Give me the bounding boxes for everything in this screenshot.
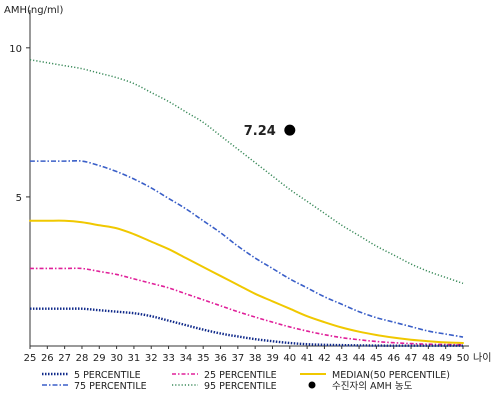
x-tick-label: 39 [266,353,279,364]
axes: AMH(ng/ml) 5 10 25 26 27 28 29 30 31 32 33 34 35 36 37 3… [4,5,491,364]
x-tick-label: 50 [457,353,470,364]
x-tick-label: 26 [41,353,54,364]
x-tick-label: 38 [249,353,262,364]
x-tick-label: 45 [370,353,383,364]
patient-amh-point [284,124,296,136]
x-tick-label: 31 [128,353,141,364]
y-tick-label: 10 [9,44,22,55]
legend-label-95-percentile: 95 PERCENTILE [204,381,277,392]
x-tick-label: 44 [353,353,366,364]
series-line-5-percentile [30,307,463,347]
x-tick-label: 46 [387,353,400,364]
x-tick-label: 43 [335,353,348,364]
legend-label-amh: 수진자의 AMH 농도 [332,381,413,392]
x-tick-label: 37 [231,353,244,364]
x-tick-label: 34 [180,353,193,364]
x-tick-label: 42 [318,353,331,364]
series-line-25-percentile [30,267,464,346]
x-tick-label: 25 [24,353,37,364]
y-axis-label: AMH(ng/ml) [4,5,63,16]
x-axis-label: 나이 [473,352,491,364]
series-line-median-50-percentile [29,219,464,345]
x-tick-label: 27 [58,353,71,364]
x-tick-label: 41 [301,353,314,364]
x-tick-label: 32 [145,353,158,364]
x-tick-label: 29 [93,353,106,364]
legend: 5 PERCENTILE 25 PERCENTILE MEDIAN(50 PERCE… [42,370,450,392]
x-tick-label: 28 [76,353,89,364]
x-tick-label: 35 [197,353,210,364]
legend-swatch-marker [308,381,316,389]
x-tick-label: 33 [162,353,175,364]
series-line-75-percentile [30,160,464,338]
x-tick-label: 40 [283,353,296,364]
series-line-95-percentile [29,59,464,285]
legend-label-5-percentile: 5 PERCENTILE [74,370,141,381]
series-layer [29,59,464,347]
x-tick-label: 48 [422,353,435,364]
x-tick-label: 36 [214,353,227,364]
legend-label-75-percentile: 75 PERCENTILE [74,381,147,392]
x-tick-label: 47 [405,353,418,364]
y-tick-label: 5 [16,193,22,204]
patient-amh-value-label: 7.24 [244,124,276,139]
legend-label-25-percentile: 25 PERCENTILE [204,370,277,381]
marker-layer: 7.24 [244,124,296,139]
x-tick-label: 49 [439,353,452,364]
legend-label-median-50-percentile: MEDIAN(50 PERCENTILE) [332,370,450,381]
x-tick-label: 30 [110,353,123,364]
